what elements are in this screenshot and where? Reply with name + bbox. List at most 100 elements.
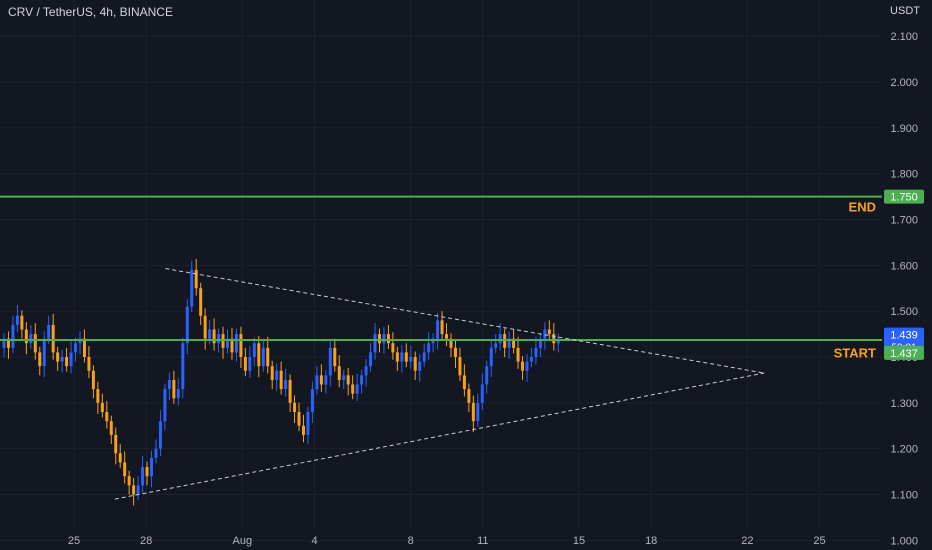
candle-body (293, 402, 297, 412)
time-tick-label: 18 (645, 535, 657, 547)
candle-body (167, 379, 171, 390)
price-tick-label: 1.000 (890, 535, 918, 547)
candle-body (471, 402, 475, 422)
candle-body (516, 347, 520, 362)
candles (2, 258, 560, 506)
candle-body (400, 352, 404, 362)
candle-body (123, 462, 127, 477)
badge-start-price (884, 345, 924, 360)
candle-body (11, 324, 15, 348)
time-tick-label: 11 (477, 535, 488, 547)
time-axis[interactable]: 25 28 Aug 4 8 11 15 18 22 25 (68, 535, 826, 547)
candle-body (217, 334, 221, 344)
candle-body (248, 357, 252, 371)
badge-end-price (884, 189, 924, 204)
candle-body (521, 361, 525, 371)
candle-body (310, 389, 314, 412)
candle-body (275, 370, 279, 380)
candle-body (538, 338, 542, 348)
time-tick-label: 8 (408, 535, 414, 547)
candle-body (145, 467, 149, 477)
time-tick-label: 25 (68, 535, 80, 547)
badge-end-text: 1.750 (890, 192, 918, 204)
candle-body (284, 379, 288, 390)
candle-body (6, 338, 10, 348)
level-label-end: END (849, 200, 876, 215)
candle-body (422, 352, 426, 362)
candle-body (346, 375, 350, 385)
candle-body (386, 334, 390, 344)
candle-body (328, 347, 332, 376)
candle-body (20, 315, 24, 330)
candle-body (409, 357, 413, 362)
candle-body (33, 334, 37, 353)
badge-current-value: 1.439 (890, 330, 918, 342)
candle-body (324, 375, 328, 385)
candle-body (150, 457, 154, 477)
symbol-title[interactable]: CRV / TetherUS, 4h, BINANCE (8, 5, 173, 19)
candle-body (158, 421, 162, 449)
candle-body (261, 347, 265, 367)
candle-body (163, 389, 167, 422)
candle-body (239, 334, 243, 357)
candle-body (257, 343, 261, 367)
candle-body (38, 352, 42, 367)
price-axis[interactable]: 2.1002.0001.9001.8001.7001.6001.5001.400… (882, 0, 932, 550)
candle-body (427, 343, 431, 353)
candle-body (279, 370, 283, 390)
candle-body (337, 366, 341, 380)
price-tick-label: 2.100 (890, 31, 918, 43)
candle-body (373, 334, 377, 353)
candle-body (252, 343, 256, 357)
candle-body (208, 329, 212, 339)
candle-body (2, 338, 6, 348)
candle-body (543, 329, 547, 339)
candle-body (342, 375, 346, 380)
candle-body (29, 334, 33, 344)
candle-body (176, 389, 180, 399)
price-tick-label: 1.600 (890, 260, 918, 272)
candle-body (489, 347, 493, 367)
candle-body (445, 334, 449, 339)
price-tick-label: 1.900 (890, 123, 918, 135)
candle-body (74, 343, 78, 353)
candle-body (453, 347, 457, 357)
time-tick-label: 28 (140, 535, 152, 547)
candle-body (297, 412, 301, 426)
candle-body (413, 357, 417, 371)
candle-body (69, 352, 73, 367)
candle-body (315, 375, 319, 390)
candle-body (185, 306, 189, 344)
candle-body (301, 425, 305, 435)
candle-body (172, 379, 176, 399)
candle-body (449, 338, 453, 348)
price-tick-label: 1.300 (890, 398, 918, 410)
candle-body (132, 485, 136, 495)
candle-body (203, 315, 207, 339)
candle-body (154, 448, 158, 458)
candle-body (141, 467, 145, 486)
candle-body (512, 338, 516, 348)
candle-body (498, 334, 502, 344)
candle-body (288, 379, 292, 403)
currency-label: USDT (890, 5, 920, 17)
candle-body (212, 329, 216, 344)
candle-body (507, 338, 511, 348)
candle-body (525, 361, 529, 371)
candle-body (42, 338, 46, 367)
candle-body (82, 338, 86, 357)
time-tick-label: 4 (311, 535, 317, 547)
price-axis-bg (882, 0, 932, 550)
candle-body (391, 343, 395, 353)
candle-body (100, 402, 104, 412)
candle-body (462, 375, 466, 390)
price-tick-label: 1.700 (890, 215, 918, 227)
candle-body (91, 370, 95, 390)
candle-body (65, 357, 69, 367)
candle-body (485, 366, 489, 385)
candle-body (199, 288, 203, 316)
candle-body (395, 352, 399, 362)
